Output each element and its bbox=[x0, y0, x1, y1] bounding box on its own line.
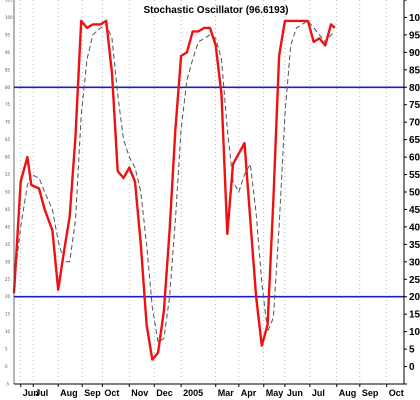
y-tick-label-left: 90 bbox=[5, 50, 11, 55]
y-tick-label: 25 bbox=[409, 275, 420, 286]
y-tick-label: 40 bbox=[409, 222, 420, 233]
y-tick-label-left: 80 bbox=[5, 85, 11, 90]
x-tick-label: Aug bbox=[339, 388, 357, 398]
y-tick-label: 15 bbox=[409, 310, 420, 321]
y-tick-label: 20 bbox=[409, 292, 420, 303]
y-tick-label: 100 bbox=[409, 13, 420, 24]
y-tick-label-left: 55 bbox=[5, 172, 11, 177]
chart-title: Stochastic Oscillator (96.6193) bbox=[143, 5, 288, 16]
y-tick-label-left: 105 bbox=[5, 0, 13, 3]
y-tick-label-left: 25 bbox=[5, 277, 11, 282]
x-tick-label: 2005 bbox=[183, 388, 203, 398]
y-tick-label: 90 bbox=[409, 48, 420, 59]
x-tick-label: Jul bbox=[35, 388, 48, 398]
y-tick-label-left: 70 bbox=[5, 120, 11, 125]
x-tick-label: Jun bbox=[287, 388, 303, 398]
y-tick-label-left: 15 bbox=[5, 312, 11, 317]
y-tick-label-left: 0 bbox=[5, 364, 8, 369]
y-tick-label-left: -5 bbox=[5, 382, 9, 387]
y-tick-label-left: 40 bbox=[5, 224, 11, 229]
y-tick-label: 80 bbox=[409, 83, 420, 94]
y-tick-label: 35 bbox=[409, 240, 420, 251]
y-tick-label-left: 85 bbox=[5, 67, 11, 72]
x-tick-label: Mar bbox=[218, 388, 235, 398]
series-group bbox=[12, 19, 336, 361]
stochastic-line bbox=[12, 19, 336, 361]
y-tick-label: 30 bbox=[409, 257, 420, 268]
x-tick-label: Jul bbox=[312, 388, 325, 398]
y-tick-label-left: 20 bbox=[5, 294, 11, 299]
y-tick-label: 50 bbox=[409, 188, 420, 199]
y-tick-label-left: 95 bbox=[5, 32, 11, 37]
x-tick-label: May bbox=[266, 388, 284, 398]
signal-line bbox=[13, 20, 336, 343]
y-tick-label-left: 60 bbox=[5, 155, 11, 160]
y-tick-label: 85 bbox=[409, 65, 420, 76]
x-tick-label: Apr bbox=[241, 388, 257, 398]
x-tick-label: Oct bbox=[389, 388, 404, 398]
y-tick-label-left: 35 bbox=[5, 242, 11, 247]
x-tick-label: Nov bbox=[131, 388, 148, 398]
y-tick-label: 65 bbox=[409, 135, 420, 146]
x-tick-label: Dec bbox=[156, 388, 173, 398]
y-tick-label-left: 100 bbox=[5, 15, 13, 20]
right-y-axis: 0 5 10 15 20 25 30 35 40 45 50 55 60 65 70 75 80 85 90 95 10… bbox=[404, 0, 420, 385]
x-tick-label: Sep bbox=[362, 388, 379, 398]
y-tick-label-left: 65 bbox=[5, 137, 11, 142]
y-tick-label: 70 bbox=[409, 118, 420, 129]
y-tick-label: 95 bbox=[409, 30, 420, 41]
y-tick-label: 55 bbox=[409, 170, 420, 181]
y-tick-label-left: 10 bbox=[5, 329, 11, 334]
y-tick-label: 75 bbox=[409, 100, 420, 111]
x-tick-label: Jun bbox=[23, 388, 39, 398]
y-tick-label-left: 5 bbox=[5, 347, 8, 352]
y-tick-label: 10 bbox=[409, 327, 420, 338]
left-y-axis: -5 0 5 10 15 20 25 30 35 40 45 50 55 60 65 70 75 80 85 90 95… bbox=[5, 0, 13, 387]
x-tick-label: Sep bbox=[84, 388, 101, 398]
y-tick-label-left: 50 bbox=[5, 190, 11, 195]
y-tick-label: 5 bbox=[409, 345, 415, 356]
y-tick-label-left: 75 bbox=[5, 102, 11, 107]
x-tick-label: Oct bbox=[104, 388, 119, 398]
y-tick-label: 45 bbox=[409, 205, 420, 216]
y-tick-label-left: 45 bbox=[5, 207, 11, 212]
y-tick-label: 0 bbox=[409, 362, 415, 373]
y-tick-label: 60 bbox=[409, 153, 420, 164]
x-tick-label: Aug bbox=[60, 388, 78, 398]
y-tick-label-left: 30 bbox=[5, 259, 11, 264]
